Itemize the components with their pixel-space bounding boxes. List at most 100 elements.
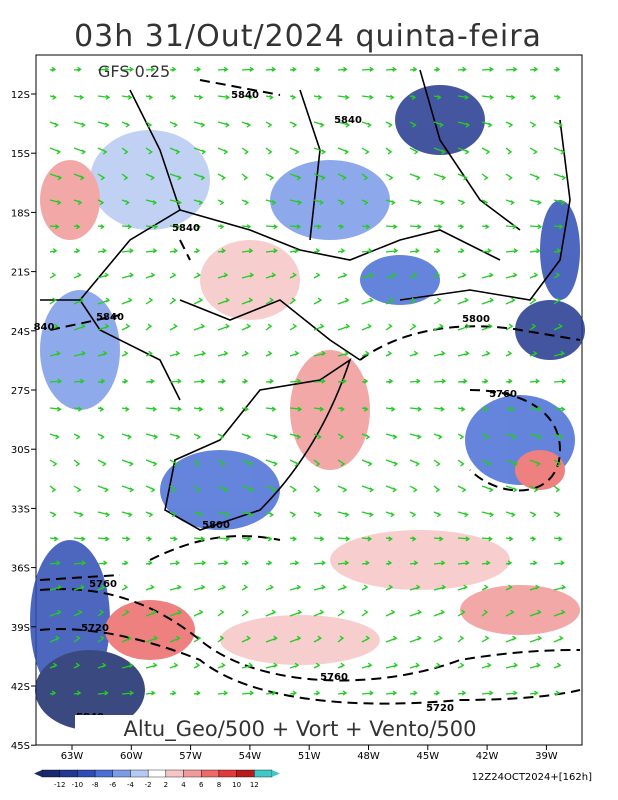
- wind-arrow: [313, 406, 325, 412]
- wind-arrow: [169, 635, 181, 643]
- wind-arrow: [529, 536, 537, 542]
- wind-arrow: [409, 323, 417, 331]
- wind-arrow: [145, 511, 154, 518]
- contour-label: 5840: [172, 223, 200, 234]
- wind-arrow: [409, 224, 422, 230]
- run-label: 12Z24OCT2024+[162h]: [472, 772, 592, 783]
- wind-arrow: [265, 147, 273, 155]
- wind-arrow: [265, 433, 278, 440]
- wind-arrow: [481, 609, 489, 617]
- wind-arrow: [97, 406, 105, 412]
- wind-arrow: [73, 609, 83, 617]
- wind-arrow: [481, 323, 493, 331]
- wind-arrow: [73, 199, 83, 206]
- wind-arrow: [193, 511, 203, 518]
- wind-arrow: [217, 690, 229, 696]
- wind-arrow: [361, 199, 369, 206]
- wind-arrow: [193, 378, 206, 384]
- wind-arrow: [553, 609, 566, 617]
- wind-arrow: [241, 459, 254, 467]
- wind-arrow: [337, 121, 351, 128]
- wind-arrow: [409, 536, 417, 542]
- wind-arrow: [433, 173, 447, 181]
- wind-arrow: [481, 94, 495, 100]
- wind-arrow: [553, 433, 564, 440]
- wind-arrow: [241, 584, 249, 591]
- wind-arrow: [73, 662, 81, 669]
- wind-arrow: [97, 66, 110, 72]
- wind-arrow: [337, 323, 351, 331]
- wind-arrow: [121, 378, 129, 384]
- wind-arrow: [241, 690, 255, 696]
- wind-arrow: [49, 511, 57, 518]
- wind-arrow: [409, 635, 422, 643]
- wind-arrow: [217, 433, 225, 440]
- colorbar-swatch: [165, 769, 184, 778]
- wind-arrow: [433, 272, 441, 279]
- wind-arrow: [457, 121, 471, 128]
- wind-arrow: [49, 635, 60, 643]
- wind-arrow: [553, 248, 562, 254]
- wind-arrow: [433, 94, 442, 100]
- wind-arrow: [385, 173, 394, 181]
- wind-arrow: [385, 224, 398, 230]
- wind-arrow: [385, 459, 399, 467]
- wind-arrow: [169, 147, 181, 155]
- wind-arrow: [73, 536, 86, 542]
- wind-arrow: [49, 121, 59, 128]
- wind-arrow: [385, 406, 396, 412]
- wind-arrow: [73, 323, 86, 331]
- wind-arrow: [49, 199, 62, 206]
- wind-arrow: [361, 433, 371, 440]
- wind-arrow: [241, 378, 249, 384]
- wind-arrow: [457, 560, 470, 566]
- wind-arrow: [457, 635, 465, 643]
- wind-arrow: [217, 459, 226, 467]
- wind-arrow: [505, 560, 513, 566]
- wind-arrow: [385, 66, 397, 72]
- wind-arrow: [193, 690, 201, 696]
- wind-arrow: [121, 560, 129, 566]
- wind-arrow: [361, 635, 371, 643]
- wind-arrow: [73, 378, 85, 384]
- wind-arrow: [217, 378, 227, 384]
- wind-arrow: [529, 690, 539, 696]
- wind-arrow: [145, 690, 156, 696]
- geopotential-contours: [39, 79, 581, 705]
- wind-arrow: [97, 378, 106, 384]
- wind-arrow: [193, 433, 202, 440]
- wind-arrow: [289, 224, 302, 230]
- wind-arrow: [529, 350, 538, 357]
- wind-arrow: [529, 173, 541, 181]
- colorbar-label: -8: [92, 781, 99, 789]
- wind-arrow: [337, 66, 348, 72]
- wind-arrow: [97, 511, 111, 518]
- x-tick-label: 51W: [298, 751, 321, 762]
- colorbar-swatch: [147, 769, 167, 778]
- wind-arrow: [313, 560, 326, 566]
- wind-arrow: [145, 94, 154, 100]
- wind-arrow: [49, 584, 63, 591]
- colorbar-label: 6: [199, 781, 204, 789]
- wind-arrow: [73, 66, 82, 72]
- x-tick-label: 60W: [120, 751, 143, 762]
- wind-arrow: [457, 485, 467, 493]
- contour-label: 5840: [231, 90, 259, 101]
- colorbar-swatch: [130, 769, 149, 778]
- wind-arrow: [217, 635, 225, 643]
- colorbar-right-cap: [272, 770, 280, 777]
- wind-arrow: [217, 272, 229, 279]
- wind-arrow: [385, 511, 395, 518]
- wind-arrow: [337, 350, 350, 357]
- colorbar-swatch: [77, 769, 96, 778]
- wind-arrow: [193, 297, 204, 305]
- wind-arrow: [553, 272, 561, 279]
- wind-arrow: [505, 433, 517, 440]
- y-tick-label: 33S: [11, 504, 30, 515]
- wind-arrow: [337, 662, 346, 669]
- wind-arrow: [505, 323, 514, 331]
- wind-arrow: [553, 536, 563, 542]
- wind-arrow: [433, 199, 445, 206]
- wind-arrow: [73, 121, 86, 128]
- wind-arrow: [97, 433, 105, 440]
